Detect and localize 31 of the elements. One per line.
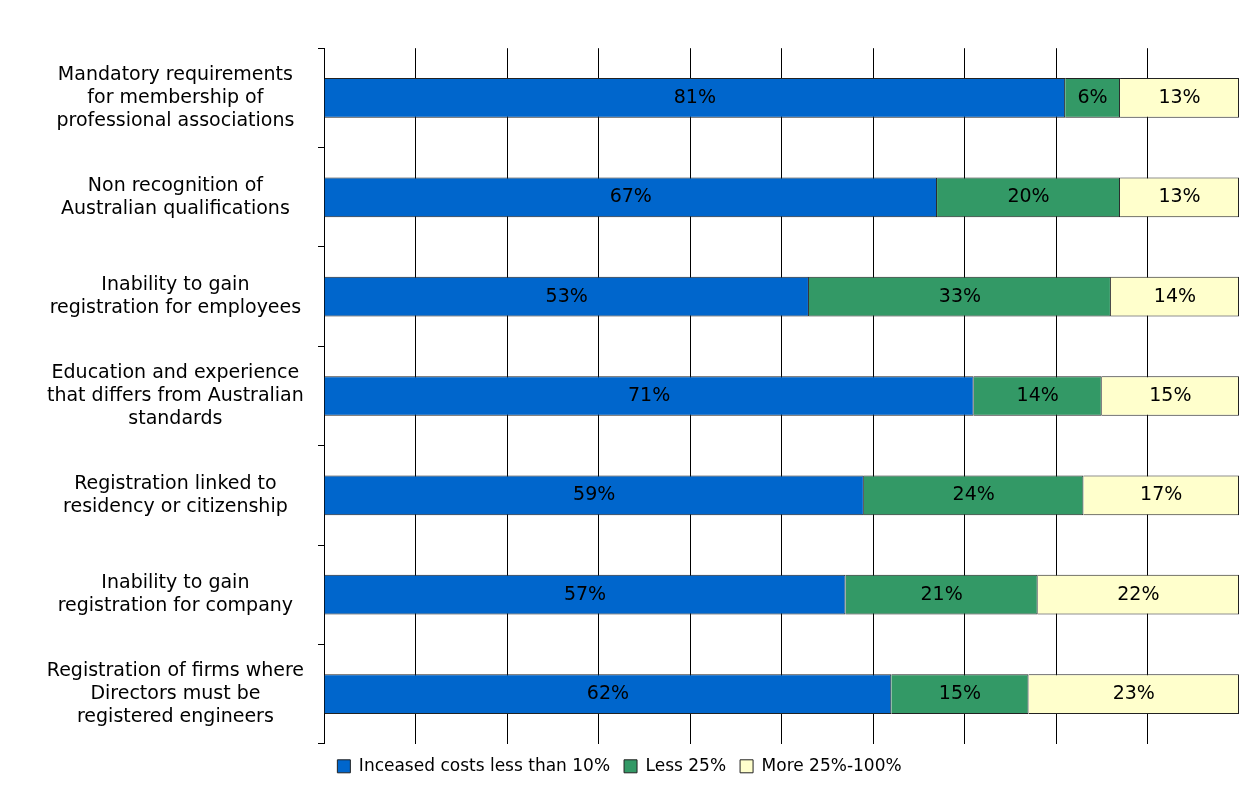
data-label: 23% [1112,681,1155,704]
y-tick-label: Inability to gain registration for employees [49,272,302,317]
data-label: 53% [545,283,588,306]
data-label: 81% [673,84,716,107]
y-tick-label: Inability to gain registration for company [57,570,294,616]
data-label: 13% [1158,84,1201,107]
legend-label: Inceased costs less than 10% [358,754,611,775]
y-tick-label: Education and experience that differs from Australian standards [46,360,304,428]
data-label: 20% [1007,184,1050,207]
data-label: 57% [563,581,607,604]
data-label: 22% [1117,581,1160,604]
data-label: 59% [573,482,616,505]
y-tick-label: Registration linked to residency or citizenship [63,470,288,516]
data-label: 6% [1077,84,1108,107]
data-label: 62% [586,681,630,704]
data-label: 14% [1016,382,1059,405]
legend-label: More 25%-100% [761,754,902,775]
data-label: 21% [920,581,963,604]
data-label: 15% [1149,382,1192,405]
y-tick-label: Non recognition of Australian qualifications [61,172,290,218]
data-label: 33% [938,283,982,306]
data-label: 24% [952,482,995,505]
data-label: 71% [627,382,671,405]
data-label: 14% [1153,283,1197,306]
data-label: 13% [1158,184,1201,207]
data-label: 67% [609,184,652,207]
legend-label: Less 25% [645,754,727,775]
data-label: 15% [938,681,982,704]
y-tick-label: Mandatory requirements for membership of professional associations [56,62,295,130]
y-tick-label: Registration of firms where Directors must be registered engineers [46,658,304,726]
data-label: 17% [1140,482,1183,505]
